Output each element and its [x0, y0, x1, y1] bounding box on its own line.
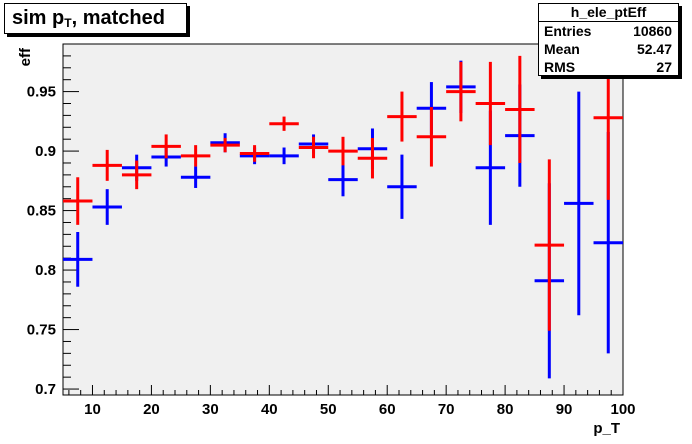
data-point: [505, 55, 535, 163]
data-point: [63, 231, 93, 287]
data-point: [387, 91, 417, 142]
data-point: [92, 189, 122, 225]
data-series: [63, 44, 623, 379]
data-point: [63, 177, 93, 225]
x-tick-label: 100: [610, 401, 635, 418]
x-tick-label: 20: [143, 401, 160, 418]
y-tick-label: 0.8: [35, 262, 56, 279]
stats-row-mean: Mean 52.47: [539, 40, 678, 58]
stats-value: 52.47: [636, 41, 672, 57]
y-axis: 0.7 0.75 0.8 0.85 0.9 0.95: [27, 55, 79, 398]
y-tick-label: 0.9: [35, 143, 56, 160]
data-point: [387, 154, 417, 219]
y-tick-label: 0.75: [27, 322, 56, 339]
stats-box: h_ele_ptEff Entries 10860 Mean 52.47 RMS…: [538, 3, 679, 76]
data-point: [151, 134, 181, 159]
x-tick-label: 30: [202, 401, 219, 418]
stats-label: RMS: [544, 59, 576, 75]
chart-title-suffix: , matched: [71, 7, 165, 29]
data-point: [328, 136, 358, 166]
stats-label: Entries: [544, 23, 592, 39]
data-series-1: [63, 44, 623, 331]
data-point: [416, 107, 447, 167]
stats-row-rms: RMS 27: [539, 58, 678, 76]
data-point: [534, 159, 565, 331]
data-point: [475, 61, 506, 146]
stats-histogram-name: h_ele_ptEff: [539, 4, 678, 22]
chart-title-prefix: sim p: [12, 7, 65, 29]
stats-row-entries: Entries 10860: [539, 22, 678, 40]
x-tick-label: 40: [261, 401, 278, 418]
data-point: [92, 149, 122, 181]
x-tick-label: 50: [320, 401, 337, 418]
stats-label: Mean: [544, 41, 580, 57]
data-point: [180, 145, 211, 167]
x-tick-label: 70: [438, 401, 455, 418]
x-axis-label: p_T: [593, 420, 620, 437]
plot-frame: [62, 43, 624, 396]
data-point: [269, 116, 299, 131]
data-point: [564, 91, 594, 316]
x-tick-label: 80: [497, 401, 514, 418]
data-point: [446, 61, 476, 122]
data-point: [239, 145, 270, 162]
data-point: [357, 137, 388, 179]
x-tick-label: 90: [556, 401, 573, 418]
y-tick-label: 0.7: [35, 381, 56, 398]
data-point: [121, 160, 152, 190]
data-point: [328, 162, 358, 197]
data-point: [269, 147, 299, 165]
stats-value: 27: [656, 59, 672, 75]
data-point: [180, 166, 211, 188]
y-axis-label: eff: [17, 47, 34, 66]
stats-value: 10860: [633, 23, 672, 39]
chart-title-subscript: T: [64, 16, 72, 30]
chart-title: sim pT, matched: [4, 3, 187, 34]
data-point: [210, 137, 240, 153]
x-tick-label: 60: [379, 401, 396, 418]
y-tick-label: 0.95: [27, 84, 56, 101]
data-point: [298, 136, 329, 159]
x-axis: 10 20 30 40 50 60 70 80 90 100: [68, 385, 636, 418]
y-tick-label: 0.85: [27, 203, 56, 220]
x-tick-label: 10: [84, 401, 101, 418]
